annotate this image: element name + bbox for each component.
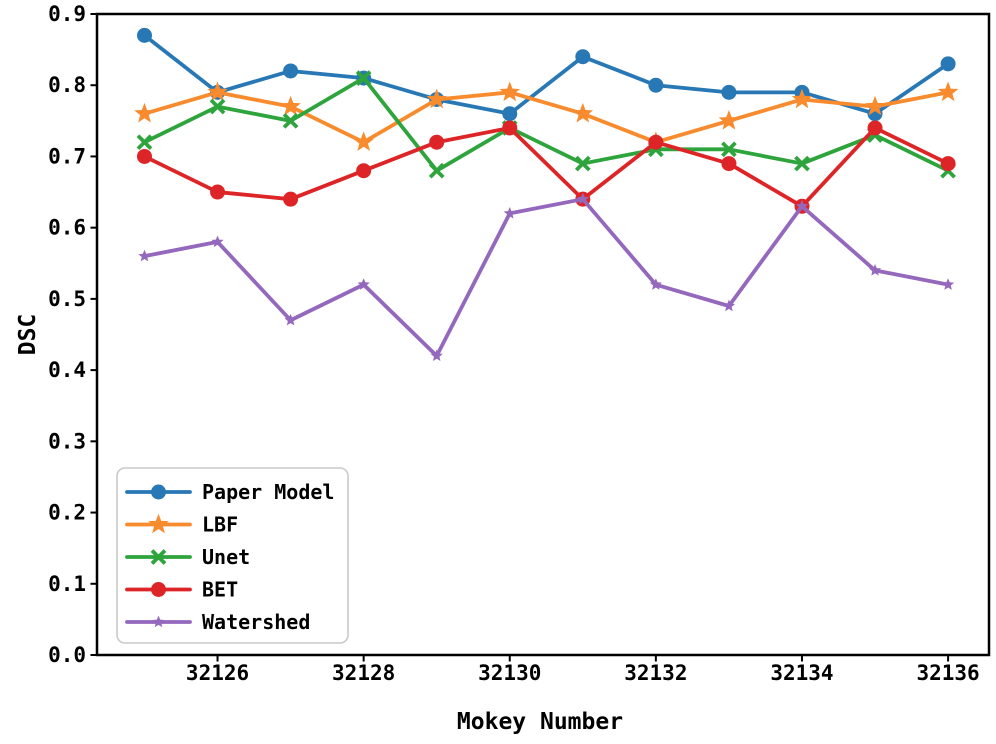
y-axis-ticks: 0.0 0.1 0.2 0.3 0.4 0.5 0.6 0.7 0.8 0.9 — [48, 2, 97, 667]
legend-item-label: Watershed — [202, 610, 310, 634]
x-tick-label: 32136 — [916, 661, 979, 685]
y-tick-label: 0.4 — [48, 358, 86, 382]
x-tick-label: 32130 — [478, 661, 541, 685]
data-point-marker — [718, 110, 740, 130]
x-tick-label: 32128 — [332, 661, 395, 685]
legend-item-label: LBF — [202, 513, 238, 537]
data-point-marker — [648, 77, 664, 93]
data-point-marker — [722, 299, 736, 312]
x-tick-label: 32134 — [770, 661, 833, 685]
legend-item-unet: Unet — [125, 545, 250, 569]
data-point-marker — [430, 349, 443, 362]
data-point-marker — [940, 156, 956, 172]
y-tick-label: 0.2 — [48, 501, 86, 525]
data-point-marker — [721, 84, 737, 100]
data-point-marker — [356, 163, 372, 179]
data-point-marker — [574, 155, 591, 172]
x-tick-label: 32126 — [186, 661, 249, 685]
legend-item-label: Unet — [202, 545, 250, 569]
y-tick-label: 0.8 — [48, 73, 86, 97]
y-tick-label: 0.7 — [48, 144, 86, 168]
data-point-marker — [136, 148, 152, 164]
data-point-marker — [502, 120, 518, 136]
data-point-marker — [355, 70, 372, 86]
data-point-marker — [576, 192, 589, 205]
data-point-marker — [575, 49, 591, 65]
data-point-marker — [357, 278, 370, 290]
y-tick-label: 0.6 — [48, 216, 86, 240]
data-point-marker — [284, 313, 297, 326]
data-point-marker — [134, 102, 155, 123]
data-point-marker — [868, 264, 882, 276]
data-point-marker — [429, 134, 445, 150]
legend-box — [116, 467, 349, 644]
data-point-marker — [795, 199, 809, 212]
y-tick-label: 0.0 — [48, 643, 86, 667]
x-tick-label: 32132 — [624, 661, 687, 685]
series-lbf — [134, 81, 959, 151]
plot-frame — [95, 12, 991, 657]
data-point-marker — [499, 81, 521, 102]
data-point-marker — [136, 134, 153, 151]
data-point-marker — [151, 582, 166, 597]
data-point-marker — [721, 141, 737, 158]
data-point-marker — [211, 235, 224, 248]
data-point-marker — [864, 95, 886, 116]
x-axis-label: Mokey Number — [457, 709, 623, 735]
series-line — [142, 90, 950, 145]
legend-item-label: Paper Model — [202, 480, 334, 504]
legend-item-lbf: LBF — [125, 513, 238, 537]
data-point-marker — [148, 513, 169, 534]
data-point-marker — [572, 102, 594, 123]
data-point-marker — [207, 81, 228, 102]
data-point-marker — [282, 112, 299, 129]
y-tick-label: 0.1 — [48, 572, 86, 596]
data-point-marker — [940, 56, 956, 72]
data-point-marker — [794, 155, 810, 172]
y-tick-label: 0.3 — [48, 429, 86, 453]
data-point-marker — [283, 191, 299, 207]
series-line — [142, 33, 950, 116]
y-axis-label: DSC — [15, 314, 41, 356]
data-point-marker — [210, 184, 226, 200]
data-point-marker — [353, 131, 374, 151]
series-line — [142, 197, 950, 358]
data-point-marker — [502, 106, 518, 122]
legend: Paper Model LBF Unet BET Watershed — [116, 467, 349, 644]
series-watershed — [138, 192, 955, 362]
data-point-marker — [138, 249, 151, 262]
data-point-marker — [209, 98, 226, 115]
data-point-marker — [151, 484, 166, 500]
data-point-marker — [867, 120, 883, 136]
data-point-marker — [791, 88, 813, 109]
data-point-marker — [150, 549, 167, 565]
series-line — [142, 76, 950, 173]
legend-item-watershed: Watershed — [125, 610, 310, 634]
data-point-marker — [136, 27, 152, 43]
series-bet — [136, 120, 956, 214]
legend-item-label: BET — [202, 578, 238, 602]
data-point-marker — [503, 207, 516, 219]
data-point-marker — [426, 88, 447, 109]
data-point-marker — [280, 95, 301, 116]
y-tick-label: 0.5 — [48, 287, 86, 311]
legend-item-paper-model: Paper Model — [125, 480, 334, 504]
data-point-marker — [942, 278, 955, 290]
data-point-marker — [937, 81, 959, 102]
data-point-marker — [152, 615, 165, 628]
series-line — [142, 126, 950, 209]
data-point-marker — [428, 162, 445, 179]
x-axis-ticks: 32126 32128 32130 32132 32134 32136 — [186, 655, 980, 685]
data-point-marker — [648, 134, 664, 150]
data-point-marker — [721, 156, 737, 172]
legend-item-bet: BET — [125, 578, 238, 602]
y-tick-label: 0.9 — [48, 2, 86, 26]
data-point-marker — [649, 278, 662, 290]
data-point-marker — [283, 63, 299, 79]
